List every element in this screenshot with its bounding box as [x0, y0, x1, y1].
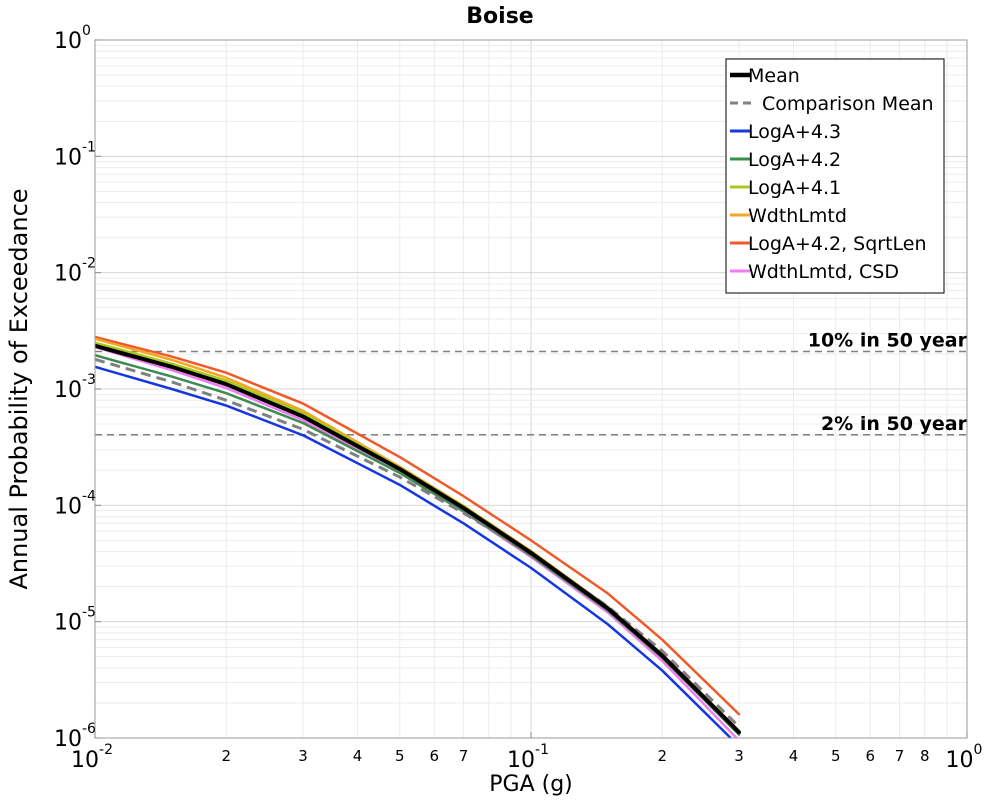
x-minor-tick-label: 4	[353, 747, 363, 765]
series-line-loga-4-2-sqrtlen	[95, 335, 741, 716]
reference-line-label: 2% in 50 year	[821, 413, 968, 435]
x-major-tick-label: 10-1	[507, 742, 549, 773]
legend-entry-label: LogA+4.1	[748, 177, 841, 199]
chart-title: Boise	[466, 4, 533, 29]
legend-entry-label: Mean	[748, 65, 800, 87]
y-major-tick-label: 10-3	[54, 372, 96, 403]
x-minor-tick-label: 5	[395, 747, 405, 765]
reference-lines: 10% in 50 year 2% in 50 year	[95, 330, 968, 436]
legend-entry-label: WdthLmtd	[748, 205, 847, 227]
y-major-tick-label: 10-2	[54, 256, 96, 287]
series-line-wdthlmtd	[95, 337, 741, 733]
y-major-tick-label: 10-4	[54, 488, 96, 519]
series-lines	[95, 335, 742, 738]
y-axis-label: Annual Probability of Exceedance	[5, 188, 33, 589]
legend-entry-label: Comparison Mean	[762, 93, 934, 115]
series-line-mean	[95, 343, 742, 735]
x-minor-tick-label: 2	[221, 747, 231, 765]
legend-entry-label: LogA+4.2	[748, 149, 841, 171]
legend-entry-label: WdthLmtd, CSD	[748, 261, 899, 283]
x-minor-tick-label: 6	[866, 747, 876, 765]
y-major-tick-label: 10-6	[54, 721, 96, 752]
x-axis-label: PGA (g)	[489, 772, 573, 797]
x-minor-tick-label: 7	[895, 747, 905, 765]
y-major-tick-label: 10-5	[54, 605, 96, 636]
y-major-tick-label: 10-1	[54, 139, 96, 170]
x-minor-tick-label: 8	[920, 747, 930, 765]
x-major-tick-label: 10-2	[71, 742, 113, 773]
x-minor-tick-label: 2	[657, 747, 667, 765]
y-major-tick-label: 100	[54, 23, 91, 54]
x-minor-tick-label: 7	[459, 747, 469, 765]
legend: Mean Comparison Mean LogA+4.3 LogA+4.2 LogA+…	[725, 58, 945, 294]
reference-line-label: 10% in 50 year	[808, 330, 968, 352]
legend-box	[725, 58, 945, 294]
x-minor-tick-label: 3	[734, 747, 744, 765]
legend-entry-label: LogA+4.2, SqrtLen	[748, 233, 927, 255]
x-minor-tick-label: 6	[430, 747, 440, 765]
series-line-loga-4-2	[95, 354, 741, 736]
x-minor-tick-label: 3	[298, 747, 308, 765]
x-minor-tick-label: 4	[789, 747, 799, 765]
series-line-loga-4-1	[95, 341, 741, 733]
legend-entry-label: LogA+4.3	[748, 121, 841, 143]
x-major-tick-label: 100	[946, 742, 983, 773]
series-line-loga-4-3	[95, 365, 733, 738]
x-minor-tick-label: 5	[831, 747, 841, 765]
series-line-wdthlmtd-csd	[95, 345, 739, 738]
